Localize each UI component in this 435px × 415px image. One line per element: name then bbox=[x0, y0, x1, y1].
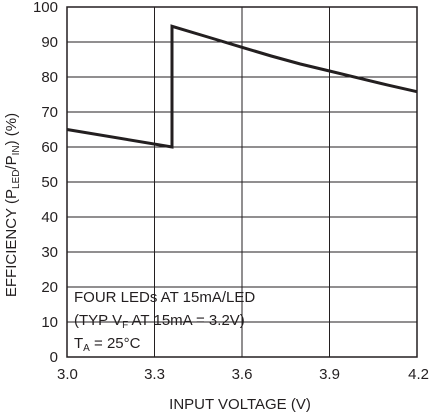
x-tick-label: 3.3 bbox=[144, 366, 165, 383]
y-tick-label: 30 bbox=[41, 244, 58, 261]
x-axis-title: INPUT VOLTAGE (V) bbox=[169, 396, 311, 413]
x-tick-label: 3.6 bbox=[232, 366, 253, 383]
y-axis-title-sub-in: IN bbox=[11, 145, 22, 155]
x-tick-labels: 3.0 3.3 3.6 3.9 4.2 bbox=[57, 366, 429, 383]
annotation-line-2-suffix: AT 15mA = 3.2V) bbox=[128, 312, 245, 329]
y-tick-label: 10 bbox=[41, 314, 58, 331]
y-tick-label: 50 bbox=[41, 174, 58, 191]
y-axis-title-sub-led: LED bbox=[11, 170, 22, 189]
series-layer bbox=[66, 24, 418, 149]
annotation-line-2-prefix: (TYP V bbox=[74, 312, 122, 329]
annotation-line-2: (TYP VF AT 15mA = 3.2V) bbox=[74, 312, 245, 331]
y-tick-label: 100 bbox=[33, 0, 58, 16]
y-tick-label: 40 bbox=[41, 209, 58, 226]
y-tick-labels: 0 10 20 30 40 50 60 70 80 90 100 bbox=[33, 0, 58, 366]
grid bbox=[67, 7, 417, 357]
y-tick-label: 70 bbox=[41, 104, 58, 121]
plot-border bbox=[66, 6, 418, 358]
plot-frame bbox=[66, 6, 418, 358]
annotation-line-3: TA = 25°C bbox=[74, 335, 141, 354]
y-tick-label: 80 bbox=[41, 69, 58, 86]
annotation-line-3-prefix: T bbox=[74, 335, 83, 352]
y-axis-title: EFFICIENCY (PLED/PIN) (%) bbox=[3, 113, 22, 297]
y-tick-label: 90 bbox=[41, 34, 58, 51]
x-tick-label: 4.2 bbox=[408, 366, 429, 383]
annotation-line-3-sub: A bbox=[83, 343, 90, 354]
y-axis-title-prefix: EFFICIENCY (P bbox=[3, 189, 20, 297]
y-tick-label: 20 bbox=[41, 279, 58, 296]
x-tick-label: 3.0 bbox=[57, 366, 78, 383]
y-tick-label: 60 bbox=[41, 139, 58, 156]
y-tick-label: 0 bbox=[50, 349, 58, 366]
y-axis-title-suffix: ) (%) bbox=[3, 113, 20, 146]
annotation-line-3-suffix: = 25°C bbox=[90, 335, 141, 352]
conditions-annotation: FOUR LEDs AT 15mA/LED (TYP VF AT 15mA = … bbox=[74, 289, 255, 354]
efficiency-curve bbox=[66, 24, 418, 149]
annotation-line-1: FOUR LEDs AT 15mA/LED bbox=[74, 289, 255, 306]
x-tick-label: 3.9 bbox=[319, 366, 340, 383]
y-axis-title-mid: /P bbox=[3, 155, 20, 169]
annotation-line-2-sub: F bbox=[122, 320, 128, 331]
